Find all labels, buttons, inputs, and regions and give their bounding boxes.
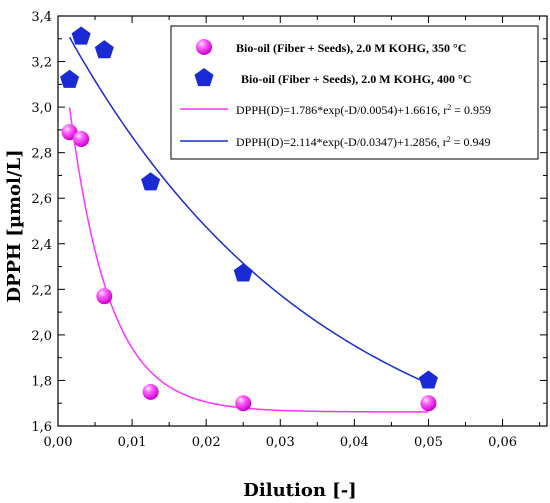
y-tick-label: 2,4 [31, 238, 52, 253]
x-tick-label: 0,03 [266, 435, 295, 450]
legend-fit-label-2: DPPH(D)=2.114*exp(-D/0.0347)+1.2856, r2 … [236, 135, 491, 150]
x-tick-label: 0,04 [340, 435, 369, 450]
y-tick-label: 3,4 [31, 10, 52, 25]
y-tick-label: 3,2 [31, 56, 52, 71]
legend-box [170, 25, 539, 160]
data-points [60, 26, 438, 412]
data-point-series-1 [61, 124, 78, 141]
legend-fit-label-1: DPPH(D)=1.786*exp(-D/0.0054)+1.6616, r2 … [236, 103, 491, 118]
y-tick-label: 1,8 [31, 374, 52, 389]
x-tick-label: 0,00 [44, 435, 73, 450]
y-tick-label: 2,8 [31, 147, 52, 162]
y-axis-title: DPPH [µmol/L] [4, 149, 25, 302]
data-point-series-2 [71, 26, 91, 45]
y-tick-label: 2,0 [31, 329, 52, 344]
x-tick-label: 0,02 [192, 435, 221, 450]
axes: 0,00 0,01 0,02 0,03 0,04 0,05 0,06 1,6 1,8 2,0 2,2… [31, 10, 548, 450]
x-tick-label: 0,05 [414, 435, 443, 450]
data-point-series-2 [94, 40, 114, 59]
y-tick-label: 2,2 [31, 283, 52, 298]
data-point-series-1 [96, 288, 113, 305]
y-tick-label: 3,0 [31, 101, 52, 116]
data-point-series-1 [73, 131, 90, 147]
legend-label-2: Bio-oil (Fiber + Seeds), 2.0 M KOHG, 400… [241, 72, 471, 86]
legend-label-1: Bio-oil (Fiber + Seeds), 2.0 M KOHG, 350… [236, 41, 466, 55]
legend: Bio-oil (Fiber + Seeds), 2.0 M KOHG, 350… [170, 25, 539, 160]
legend-marker-1 [196, 39, 212, 55]
data-point-series-1 [420, 395, 437, 412]
y-tick-label: 2,6 [31, 192, 52, 207]
data-point-series-1 [142, 383, 159, 400]
data-point-series-2 [60, 69, 80, 88]
legend-marker-2 [194, 68, 214, 87]
x-tick-label: 0,06 [488, 435, 517, 450]
data-point-series-1 [235, 395, 252, 412]
x-axis-title: Dilution [-] [243, 480, 356, 501]
data-point-series-2 [233, 263, 253, 282]
y-tick-label: 1,6 [31, 420, 52, 435]
x-tick-label: 0,01 [118, 435, 147, 450]
data-point-series-2 [141, 172, 161, 191]
data-point-series-2 [418, 370, 438, 389]
